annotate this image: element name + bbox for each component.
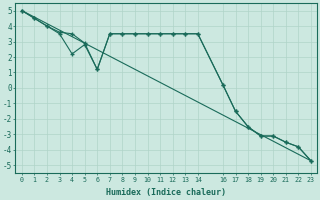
X-axis label: Humidex (Indice chaleur): Humidex (Indice chaleur)	[106, 188, 226, 197]
